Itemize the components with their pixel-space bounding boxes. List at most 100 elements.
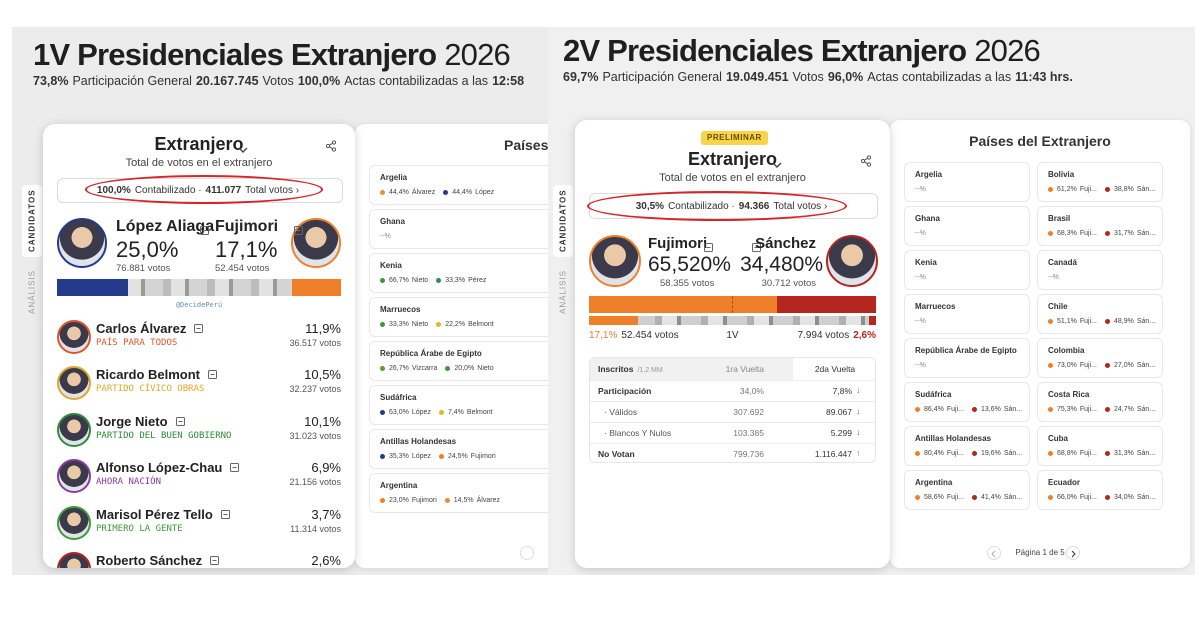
leader-name: Fujimori: [648, 235, 708, 252]
country-card[interactable]: Argentina 23,0% Fujimori 14,5% Álvarez: [369, 473, 548, 513]
result-name: Pérez: [468, 277, 487, 284]
country-card[interactable]: Kenia --%: [904, 250, 1030, 290]
result-name: Fujimori: [411, 497, 437, 504]
country-card[interactable]: República Árabe de Egipto 26,7% Vizcarra 20…: [369, 341, 548, 381]
pager-prev[interactable]: [520, 546, 534, 560]
country-result: 68,3% Fuji...: [1048, 230, 1097, 237]
country-result: 34,0% Sán...: [1104, 494, 1155, 501]
leader-pct: 25,0%: [116, 237, 179, 262]
table-header: Inscritos/1,2 MM 1ra Vuelta 2da Vuelta: [590, 358, 875, 380]
country-result: 63,0% López: [380, 409, 431, 416]
page-title: 2V Presidenciales Extranjero 2026: [563, 33, 1041, 69]
text-segment: 69,7%: [563, 70, 599, 84]
result-pct: 24,7%: [1113, 406, 1134, 413]
first-round-votes: 52.454 votos: [621, 330, 679, 341]
country-card[interactable]: Argentina 58,6% Fuji... 41,4% Sán...: [904, 470, 1030, 510]
pager-prev[interactable]: [987, 546, 1001, 560]
country-card[interactable]: Brasil 68,3% Fuji... 31,7% Sán...: [1037, 206, 1163, 246]
country-card[interactable]: Chile 51,1% Fuji... 48,9% Sán...: [1037, 294, 1163, 334]
country-card[interactable]: Marruecos --%: [904, 294, 1030, 334]
header-col2: 2da Vuelta: [793, 358, 875, 380]
text-segment: 96,0%: [827, 70, 864, 84]
country-results: 73,0% Fuji... 27,0% Sán...: [1048, 362, 1163, 369]
result-pct: 26,7%: [389, 365, 409, 372]
country-card[interactable]: Cuba 68,8% Fuji... 31,3% Sán...: [1037, 426, 1163, 466]
tab-candidatos[interactable]: CANDIDATOS: [22, 185, 42, 257]
result-pct: 33,3%: [389, 321, 409, 328]
info-icon: [220, 509, 230, 519]
country-card[interactable]: Colombia 73,0% Fuji... 27,0% Sán...: [1037, 338, 1163, 378]
country-results: --%: [915, 318, 926, 325]
share-icon[interactable]: [860, 154, 872, 172]
country-results: 63,0% López 7,4% Belmont: [380, 409, 501, 416]
country-name: Cuba: [1048, 434, 1068, 443]
country-card[interactable]: Kenia 66,7% Nieto 33,3% Pérez: [369, 253, 548, 293]
text-segment: Actas contabilizadas a las: [344, 74, 489, 88]
result-name: López: [475, 189, 495, 196]
leader-name: López Aliaga: [116, 218, 215, 235]
result-pct: 14,5%: [453, 497, 474, 504]
country-card[interactable]: Argelia --%: [904, 162, 1030, 202]
result-pct: 35,3%: [389, 453, 409, 460]
country-card[interactable]: República Árabe de Egipto --%: [904, 338, 1030, 378]
leader-photo: [57, 218, 107, 268]
text-segment: 12:58: [492, 74, 525, 88]
country-card[interactable]: Antillas Holandesas 80,4% Fuji... 19,6% Sán.…: [904, 426, 1030, 466]
result-name: Fuji...: [1079, 186, 1097, 193]
country-card[interactable]: Ecuador 66,0% Fuji... 34,0% Sán...: [1037, 470, 1163, 510]
country-empty: --%: [915, 318, 926, 325]
country-card[interactable]: Ghana --%: [904, 206, 1030, 246]
result-pct: 31,7%: [1113, 230, 1134, 237]
row-col1: 307.692: [733, 407, 764, 417]
country-result: 66,0% Fuji...: [1048, 494, 1097, 501]
bar-segment: [777, 296, 876, 313]
table-row: · Válidos 307.692 89.067 ↓: [590, 401, 875, 422]
result-pct: 7,4%: [447, 409, 464, 416]
country-card[interactable]: Argelia 44,4% Álvarez 44,4% López: [369, 165, 548, 205]
country-card[interactable]: Sudáfrica 63,0% López 7,4% Belmont: [369, 385, 548, 425]
result-pct: 73,0%: [1057, 362, 1077, 369]
candidate-pct: 3,7%: [311, 506, 341, 522]
country-result: 58,6% Fuji...: [915, 494, 964, 501]
country-name: Antillas Holandesas: [380, 437, 457, 446]
country-card[interactable]: Ghana --%: [369, 209, 548, 249]
tab-candidatos[interactable]: CANDIDATOS: [553, 185, 573, 257]
info-icon: [704, 239, 713, 257]
country-name: República Árabe de Egipto: [915, 346, 1017, 355]
text-segment: 100,0%: [297, 74, 341, 88]
country-result: 20,0% Nieto: [445, 365, 494, 372]
dropdown-icon[interactable]: [772, 156, 782, 174]
candidate-pct: 11,9%: [305, 321, 341, 336]
candidate-votes: 32.237 votos: [289, 384, 341, 395]
result-name: Fuji...: [1079, 362, 1097, 369]
country-card[interactable]: Sudáfrica 86,4% Fuji... 13,6% Sán...: [904, 382, 1030, 422]
table-row: · Blancos Y Nulos 103.385 5.299 ↓: [590, 422, 875, 443]
result-dot: [1104, 363, 1110, 368]
country-card[interactable]: Marruecos 33,3% Nieto 22,2% Belmont: [369, 297, 548, 337]
leader-name: Sánchez: [755, 235, 816, 252]
country-results: --%: [380, 233, 391, 240]
country-results: 75,3% Fuji... 24,7% Sán...: [1048, 406, 1163, 413]
summary-line: 73,8% Participación General 20.167.745 Voto…: [33, 74, 528, 88]
tab-analisis[interactable]: ANÁLISIS: [558, 270, 568, 315]
country-results: 26,7% Vizcarra 20,0% Nieto: [380, 365, 502, 372]
pager-next[interactable]: [1066, 546, 1080, 560]
countries-panel: Países del Extranjero Argelia --% Bolivia 61…: [890, 120, 1190, 568]
result-dot: [436, 278, 442, 283]
tab-analisis[interactable]: ANÁLISIS: [27, 270, 37, 315]
dropdown-icon[interactable]: [238, 141, 248, 159]
country-name: Ghana: [915, 214, 940, 223]
result-dot: [445, 366, 451, 371]
country-card[interactable]: Bolivia 61,2% Fuji... 38,8% Sán...: [1037, 162, 1163, 202]
country-card[interactable]: Costa Rica 75,3% Fuji... 24,7% Sán...: [1037, 382, 1163, 422]
country-result: 33,3% Pérez: [436, 277, 486, 284]
share-icon[interactable]: [325, 139, 337, 157]
country-name: Argentina: [915, 478, 953, 487]
result-dot: [380, 454, 385, 459]
country-card[interactable]: Canadá --%: [1037, 250, 1163, 290]
row-col2: 1.116.447: [814, 449, 852, 459]
result-pct: 33,3%: [445, 277, 466, 284]
country-card[interactable]: Antillas Holandesas 35,3% López 24,5% Fujimo…: [369, 429, 548, 469]
info-icon: [294, 222, 303, 240]
